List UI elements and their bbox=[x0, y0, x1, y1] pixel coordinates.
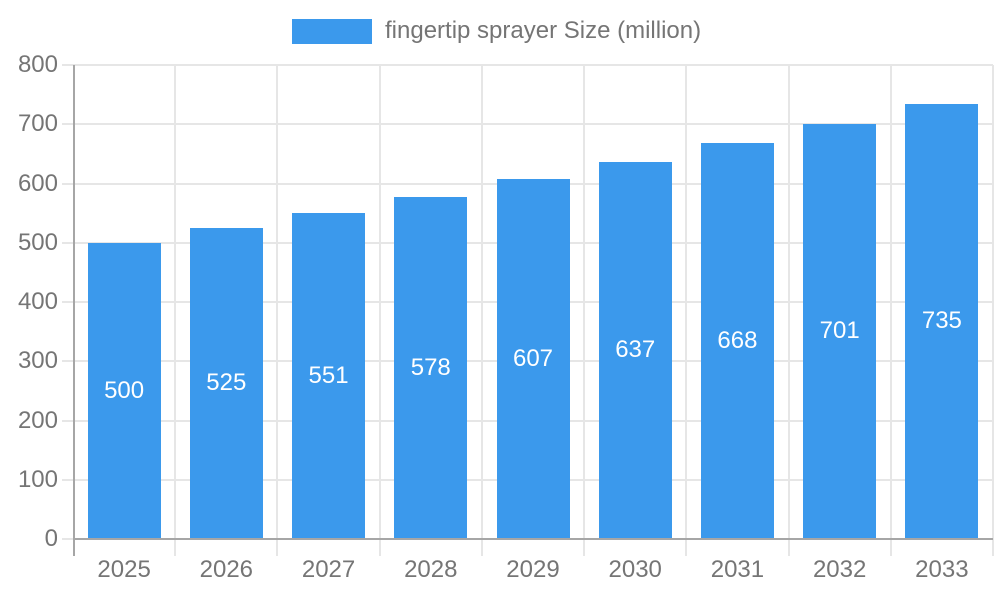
legend-swatch bbox=[292, 18, 372, 44]
v-gridline bbox=[685, 65, 688, 556]
x-tick-label: 2029 bbox=[506, 556, 560, 583]
y-tick-label: 400 bbox=[17, 288, 58, 315]
x-tick-label: 2025 bbox=[97, 556, 151, 583]
v-gridline bbox=[889, 65, 892, 556]
bar-value-label: 607 bbox=[512, 345, 554, 373]
y-axis-tick bbox=[62, 241, 73, 244]
y-tick-label: 500 bbox=[17, 228, 58, 256]
x-tick-label: 2027 bbox=[301, 556, 356, 583]
bar-value-label: 637 bbox=[615, 336, 656, 364]
x-tick-label: 2031 bbox=[710, 556, 765, 583]
y-axis-tick bbox=[62, 123, 73, 126]
y-axis-tick bbox=[62, 478, 73, 481]
y-axis-tick bbox=[62, 64, 73, 66]
v-gridline bbox=[174, 65, 177, 556]
y-axis-tick bbox=[62, 419, 73, 422]
bar-value-label: 701 bbox=[819, 317, 860, 345]
v-gridline bbox=[992, 65, 994, 556]
y-tick-label: 700 bbox=[17, 110, 58, 138]
y-axis-tick bbox=[62, 538, 73, 540]
legend-label: fingertip sprayer Size (million) bbox=[385, 17, 702, 44]
bar-2031[interactable] bbox=[700, 143, 774, 539]
bar-2028[interactable] bbox=[394, 196, 468, 539]
h-gridline bbox=[73, 123, 993, 126]
v-gridline bbox=[583, 65, 586, 556]
v-gridline bbox=[787, 65, 790, 556]
y-axis-line bbox=[73, 65, 75, 556]
y-tick-label: 200 bbox=[17, 406, 58, 434]
legend[interactable]: fingertip sprayer Size (million) bbox=[292, 17, 701, 45]
y-tick-label: 300 bbox=[17, 347, 58, 375]
bar-2030[interactable] bbox=[598, 161, 672, 539]
bar-value-label: 668 bbox=[717, 327, 758, 355]
y-axis-tick bbox=[62, 360, 73, 363]
x-tick-label: 2033 bbox=[915, 556, 969, 583]
v-gridline bbox=[276, 65, 279, 556]
bar-2026[interactable] bbox=[189, 227, 263, 539]
bar-value-label: 735 bbox=[921, 307, 962, 335]
h-gridline bbox=[73, 64, 993, 66]
x-tick-label: 2032 bbox=[812, 556, 867, 583]
v-gridline bbox=[378, 65, 381, 556]
bar-2025[interactable] bbox=[87, 242, 161, 539]
bar-2027[interactable] bbox=[292, 212, 366, 539]
v-gridline bbox=[480, 65, 483, 556]
bar-value-label: 578 bbox=[410, 353, 451, 381]
bar-2029[interactable] bbox=[496, 179, 570, 539]
bar-value-label: 500 bbox=[104, 376, 145, 404]
bar-2033[interactable] bbox=[905, 103, 979, 539]
bar-value-label: 525 bbox=[206, 369, 247, 397]
x-axis-line bbox=[73, 538, 993, 540]
y-tick-label: 0 bbox=[44, 525, 58, 552]
x-tick-label: 2030 bbox=[608, 556, 662, 583]
y-tick-label: 800 bbox=[17, 51, 58, 78]
y-tick-label: 600 bbox=[17, 169, 58, 197]
bar-2032[interactable] bbox=[803, 123, 877, 539]
y-tick-label: 100 bbox=[17, 465, 58, 493]
y-axis-tick bbox=[62, 182, 73, 185]
y-axis-tick bbox=[62, 301, 73, 303]
bar-value-label: 551 bbox=[308, 361, 349, 389]
x-tick-label: 2028 bbox=[404, 556, 458, 583]
x-tick-label: 2026 bbox=[199, 556, 254, 583]
